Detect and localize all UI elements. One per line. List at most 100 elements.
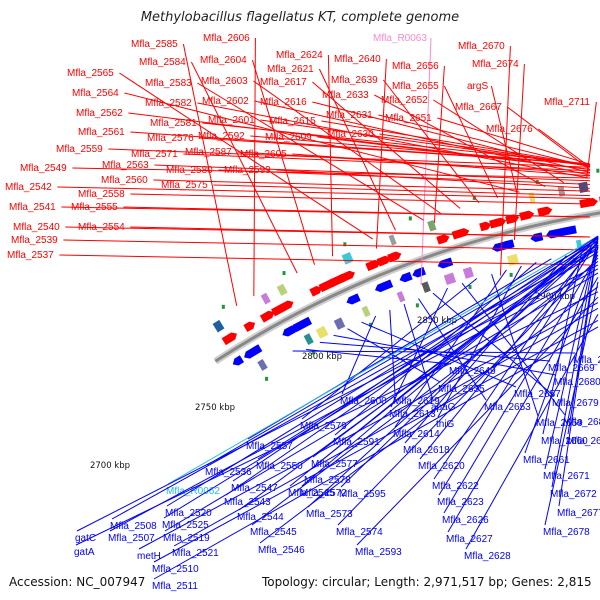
reverse-leader-line	[443, 254, 599, 514]
forward-leader-line	[507, 106, 591, 171]
reverse-gene-label: Mfla_2520	[165, 508, 212, 519]
reverse-gene-label: Mfla_2525	[162, 520, 209, 531]
reverse-gene-label: Mfla_2627	[446, 534, 493, 545]
forward-gene-label: Mfla_2605	[240, 149, 287, 160]
forward-leader-line	[57, 186, 591, 200]
reverse-gene-label: thiG	[436, 419, 455, 430]
forward-gene-label: Mfla_2616	[260, 97, 307, 108]
reverse-gene-label: Mfla_2595	[339, 489, 386, 500]
forward-leader-line	[65, 226, 591, 238]
reverse-leader-line	[465, 314, 599, 550]
rna-marker	[221, 304, 225, 309]
forward-gene-label: Mfla_2670	[458, 41, 505, 52]
forward-gene-arrow	[537, 206, 553, 217]
forward-leader-line	[59, 254, 591, 266]
forward-gene-label: Mfla_2537	[7, 250, 54, 261]
axis-tick-label: 2850 kbp	[417, 316, 457, 326]
reverse-leader-line	[447, 277, 599, 533]
reverse-leader-line	[307, 242, 599, 508]
forward-gene-label: Mfla_2599	[224, 165, 271, 176]
forward-gene-label: Mfla_2592	[198, 131, 245, 142]
reverse-gene-arrow	[399, 271, 413, 283]
topology-summary: Topology: circular; Length: 2,971,517 bp…	[262, 575, 592, 589]
reverse-gene-label: Mfla_2614	[393, 429, 440, 440]
rna-marker	[311, 350, 315, 355]
forward-leader-line	[183, 153, 591, 172]
forward-leader-line	[513, 63, 525, 241]
rna-marker	[265, 376, 269, 381]
reverse-gene-label: Mfla_2521	[172, 548, 219, 559]
forward-gene-label: Mfla_2583	[145, 78, 192, 89]
forward-gene-label: Mfla_2542	[5, 182, 52, 193]
reverse-leader-line	[306, 349, 452, 365]
reverse-gene-arrow	[437, 257, 454, 269]
axis-tick-label: 2700 kbp	[90, 461, 130, 471]
forward-gene-label: Mfla_2571	[131, 149, 178, 160]
forward-gene-label: Mfla_2539	[11, 235, 58, 246]
reverse-leader-line	[138, 302, 599, 550]
forward-gene-label: Mfla_2633	[322, 90, 369, 101]
reverse-gene-label: Mfla_2544	[237, 512, 284, 523]
forward-gene-label: Mfla_2541	[9, 202, 56, 213]
rna-marker	[408, 216, 412, 221]
rna-marker	[509, 272, 513, 277]
forward-leader-line	[379, 133, 591, 167]
reverse-leader-line	[251, 260, 599, 526]
reverse-gene-label: Mfla_2672	[550, 489, 597, 500]
map-title: Methylobacillus flagellatus KT, complete…	[140, 10, 460, 25]
reverse-leader-line	[206, 238, 599, 466]
forward-gene-label: Mfla_2576	[147, 133, 194, 144]
forward-leader-line	[253, 37, 256, 297]
reverse-gene-arrow	[232, 355, 245, 366]
reverse-gene-label: Mfla_2659	[536, 418, 583, 429]
reverse-leader-line	[301, 278, 478, 420]
reverse-leader-line	[558, 244, 599, 507]
forward-gene-arrow	[489, 217, 507, 229]
reverse-gene-label: Mfla_2622	[432, 481, 479, 492]
axis-tick-label: 2750 kbp	[195, 403, 235, 413]
inner-feature-box	[443, 272, 457, 286]
reverse-leader-line	[418, 298, 487, 401]
outer-feature-box	[388, 234, 397, 246]
forward-leader-line	[318, 68, 396, 231]
forward-gene-label: Mfla_2582	[145, 98, 192, 109]
forward-gene-label: Mfla_2565	[67, 68, 114, 79]
reverse-leader-line	[542, 252, 583, 435]
outer-feature-box	[260, 292, 271, 305]
reverse-leader-line	[167, 235, 599, 485]
forward-gene-arrow	[259, 310, 275, 323]
reverse-gene-label: Mfla_2653	[484, 402, 531, 413]
outer-feature-box	[341, 251, 354, 265]
reverse-gene-label: Mfla_2574	[336, 527, 383, 538]
forward-gene-label: Mfla_2655	[392, 81, 439, 92]
reverse-leader-line	[111, 248, 599, 520]
accession-label: Accession: NC_007947	[9, 575, 146, 589]
reverse-gene-label: Mfla_2635	[438, 384, 485, 395]
forward-leader-line	[123, 206, 591, 218]
reverse-leader-line	[544, 281, 599, 526]
rna-marker	[282, 271, 286, 276]
reverse-gene-label: Mfla_2600	[340, 396, 387, 407]
reverse-gene-label: Mfla_2660	[541, 436, 588, 447]
forward-gene-arrow	[309, 285, 323, 297]
forward-gene-label: Mfla_2562	[76, 108, 123, 119]
forward-gene-label: Mfla_2558	[78, 189, 125, 200]
forward-gene-label: Mfla_2559	[56, 144, 103, 155]
axis-tick-label: 2900 kbp	[535, 292, 575, 302]
reverse-gene-arrow	[530, 232, 544, 242]
forward-gene-label: Mfla_2676	[486, 124, 533, 135]
forward-gene-arrow	[479, 221, 492, 232]
reverse-gene-label: Mfla_2626	[442, 515, 489, 526]
reverse-gene-label: Mfla_2669	[548, 363, 595, 374]
reverse-gene-label: Mfla_2671	[543, 471, 590, 482]
reverse-leader-line	[544, 237, 599, 470]
reverse-gene-label: metH	[137, 551, 161, 562]
reverse-gene-arrow	[244, 344, 263, 359]
reverse-leader-line	[524, 247, 599, 454]
forward-gene-label: Mfla_2584	[139, 57, 186, 68]
reverse-gene-label: Mfla_2678	[543, 527, 590, 538]
reverse-gene-label: Mfla_2619	[393, 396, 440, 407]
reverse-gene-label: Mfla_2620	[418, 461, 465, 472]
reverse-gene-label: Mfla_2543	[224, 497, 271, 508]
